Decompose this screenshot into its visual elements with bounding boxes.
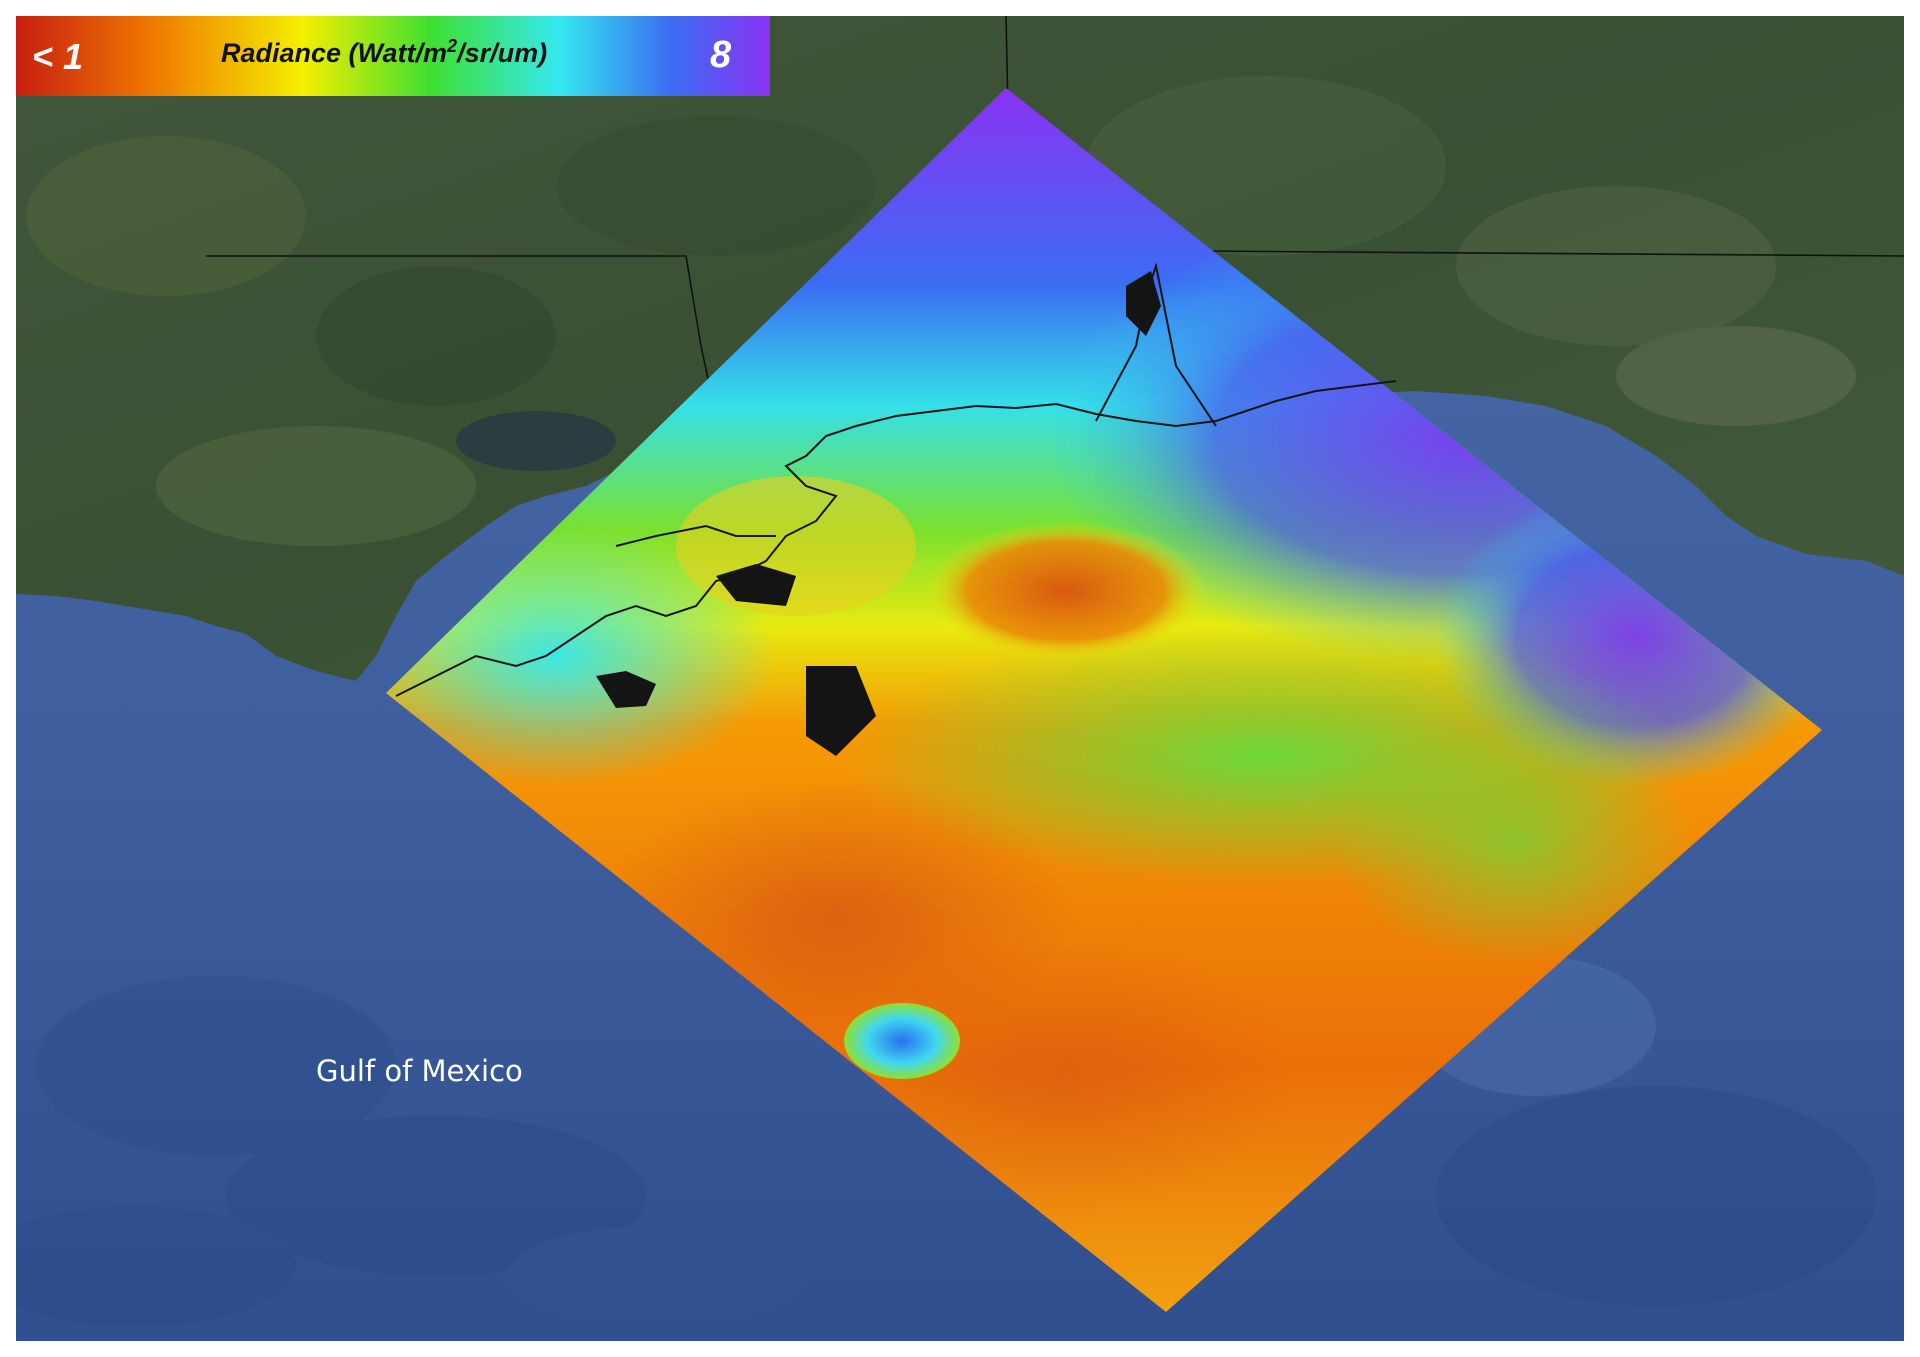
colorbar-gradient bbox=[16, 16, 770, 96]
delta-marsh bbox=[596, 271, 1161, 756]
colorbar-title-suffix: /sr/um) bbox=[457, 38, 548, 68]
colorbar-title-superscript: 2 bbox=[447, 36, 458, 56]
colorbar-max-label: 8 bbox=[710, 34, 732, 76]
lake bbox=[456, 411, 616, 471]
colorbar-legend: < 1 Radiance (Watt/m2/sr/um) 8 bbox=[16, 16, 770, 96]
coastline bbox=[395, 262, 1397, 697]
colorbar-min-label: < 1 bbox=[32, 36, 84, 77]
seafloor-texture bbox=[16, 956, 1876, 1326]
colorbar-title: Radiance (Watt/m2/sr/um) bbox=[221, 36, 547, 69]
colorbar-title-prefix: Radiance (Watt/m bbox=[221, 38, 448, 68]
gulf-of-mexico-label: Gulf of Mexico bbox=[316, 1054, 523, 1088]
map-canvas bbox=[16, 16, 1904, 1341]
satellite-map[interactable]: Gulf of Mexico bbox=[16, 16, 1904, 1341]
hurricane-eye bbox=[844, 1003, 960, 1079]
